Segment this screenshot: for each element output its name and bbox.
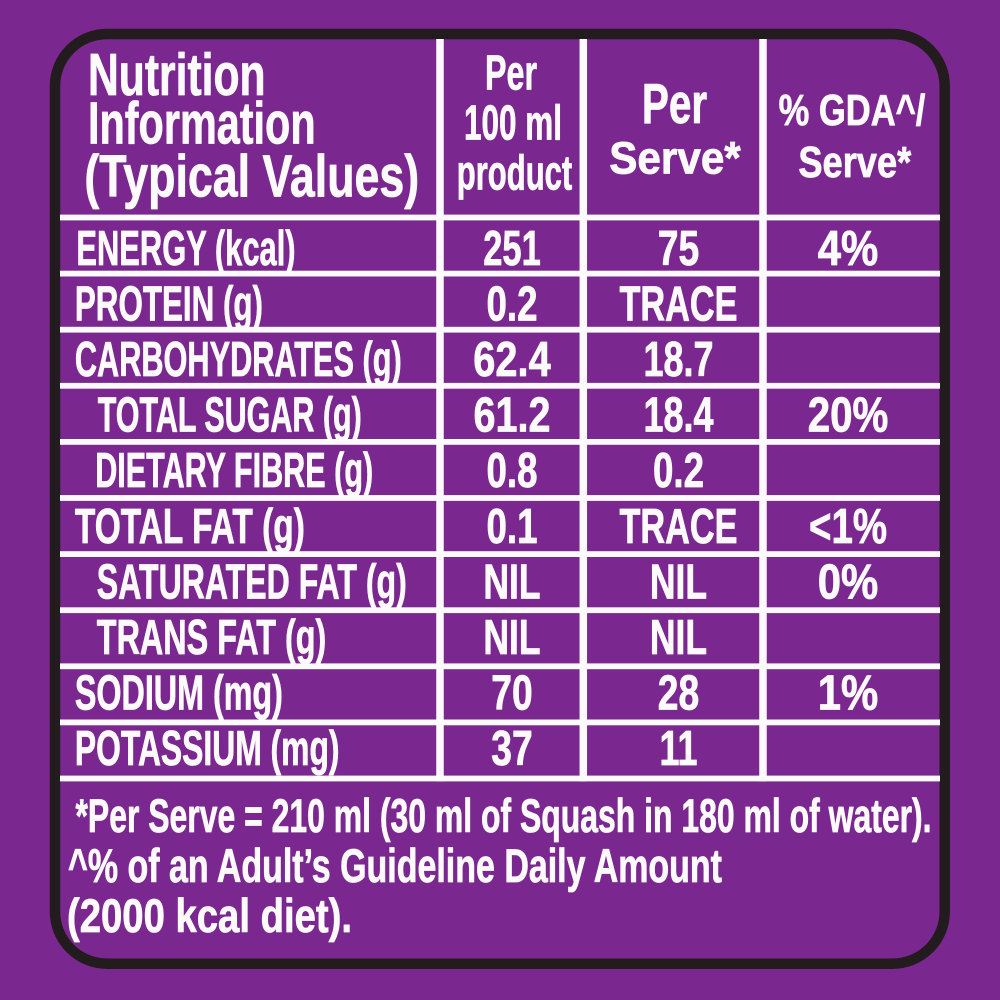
svg-text:TRANS FAT (g): TRANS FAT (g)	[97, 610, 326, 665]
svg-text:% GDA^/: % GDA^/	[779, 86, 926, 135]
svg-text:TOTAL FAT (g): TOTAL FAT (g)	[75, 499, 305, 554]
svg-text:Serve*: Serve*	[609, 133, 741, 184]
svg-text:0.2: 0.2	[487, 277, 538, 332]
svg-text:NIL: NIL	[483, 554, 540, 609]
svg-text:18.7: 18.7	[644, 332, 714, 387]
svg-text:20%: 20%	[808, 388, 889, 443]
svg-text:ENERGY (kcal): ENERGY (kcal)	[76, 221, 295, 276]
svg-text:0.8: 0.8	[487, 443, 538, 498]
svg-text:Per: Per	[485, 46, 537, 101]
svg-text:0%: 0%	[818, 554, 879, 609]
svg-text:18.4: 18.4	[644, 388, 714, 443]
svg-text:CARBOHYDRATES (g): CARBOHYDRATES (g)	[75, 332, 402, 387]
svg-text:Serve*: Serve*	[798, 138, 912, 187]
svg-text:NIL: NIL	[650, 610, 707, 665]
svg-text:251: 251	[483, 221, 541, 276]
svg-text:70: 70	[491, 665, 532, 720]
svg-text:^% of an Adult’s Guideline Dai: ^% of an Adult’s Guideline Daily Amount	[68, 840, 722, 893]
svg-text:DIETARY FIBRE (g): DIETARY FIBRE (g)	[95, 443, 373, 498]
svg-text:11: 11	[660, 721, 698, 776]
svg-text:SATURATED FAT (g): SATURATED FAT (g)	[97, 554, 407, 609]
svg-text:Per: Per	[642, 72, 707, 135]
svg-text:product: product	[457, 146, 573, 201]
svg-text:(Typical Values): (Typical Values)	[84, 143, 419, 210]
svg-text:<1%: <1%	[809, 499, 887, 554]
svg-text:SODIUM (mg): SODIUM (mg)	[75, 665, 283, 720]
svg-text:PROTEIN (g): PROTEIN (g)	[75, 277, 263, 332]
svg-text:Nutrition: Nutrition	[88, 41, 266, 108]
svg-text:61.2: 61.2	[474, 388, 551, 443]
svg-text:(2000 kcal diet).: (2000 kcal diet).	[67, 890, 352, 943]
svg-text:POTASSIUM (mg): POTASSIUM (mg)	[75, 721, 340, 776]
svg-text:4%: 4%	[818, 221, 879, 276]
svg-text:Information: Information	[88, 90, 316, 157]
svg-text:TRACE: TRACE	[620, 277, 738, 332]
svg-text:37: 37	[491, 721, 532, 776]
svg-text:TRACE: TRACE	[620, 499, 738, 554]
svg-text:NIL: NIL	[483, 610, 540, 665]
svg-text:0.2: 0.2	[653, 443, 704, 498]
svg-text:28: 28	[658, 665, 699, 720]
svg-text:*Per Serve = 210 ml (30 ml of: *Per Serve = 210 ml (30 ml of Squash in …	[76, 790, 932, 843]
svg-text:0.1: 0.1	[487, 499, 538, 554]
svg-text:NIL: NIL	[650, 554, 707, 609]
svg-text:75: 75	[658, 221, 699, 276]
svg-text:100 ml: 100 ml	[464, 96, 562, 151]
svg-text:TOTAL SUGAR (g): TOTAL SUGAR (g)	[98, 388, 362, 443]
svg-text:62.4: 62.4	[473, 332, 551, 387]
svg-text:1%: 1%	[818, 665, 879, 720]
